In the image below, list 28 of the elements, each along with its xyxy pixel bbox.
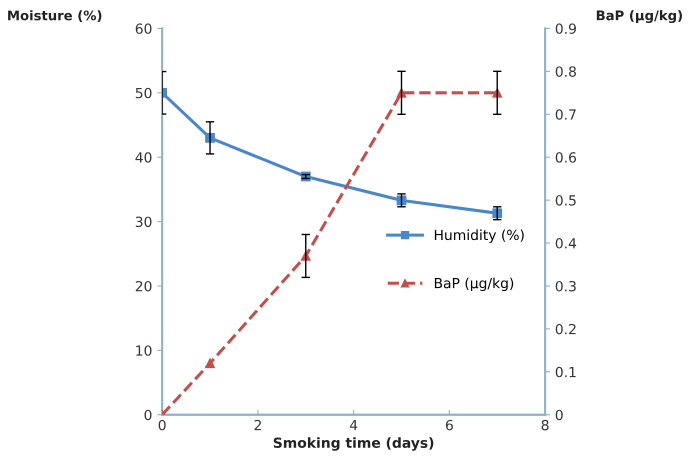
y2-axis-title: BaP (µg/kg)	[596, 10, 682, 24]
y2-tick-label: 0.8	[556, 66, 576, 77]
y2-tick-label: 0.5	[556, 195, 576, 206]
y-tick-label: 20	[136, 280, 152, 292]
y-axis-title: Moisture (%)	[8, 10, 102, 22]
y2-tick-label: 0	[556, 410, 563, 420]
y-tick-label: 0	[144, 410, 152, 420]
x-tick-label: 0	[158, 420, 166, 430]
y2-tick-label: 0.3	[556, 280, 576, 292]
y2-tick-label: 0.1	[556, 366, 576, 378]
x-tick-label: 4	[350, 420, 358, 430]
x-tick-label: 6	[446, 420, 453, 430]
y-tick-label: 60	[136, 23, 152, 34]
point	[205, 358, 215, 368]
y2-tick-label: 0.6	[556, 152, 576, 163]
x-tick-label: 2	[254, 420, 261, 430]
legend-label: BaP (µg/kg)	[434, 278, 514, 292]
x-axis-title: Smoking time (days)	[274, 437, 434, 451]
y2-tick-label: 0.7	[556, 109, 576, 120]
legend-label: Humidity (%)	[434, 229, 524, 243]
y2-tick-label: 0.4	[556, 238, 576, 249]
y-tick-label: 10	[136, 345, 152, 356]
y-tick-label: 50	[136, 88, 152, 98]
x-tick-label: 8	[542, 420, 549, 430]
y2-tick-label: 0.2	[556, 324, 576, 334]
y-tick-label: 40	[135, 152, 152, 163]
y-tick-label: 30	[136, 216, 152, 228]
y2-tick-label: 0.9	[556, 23, 576, 34]
